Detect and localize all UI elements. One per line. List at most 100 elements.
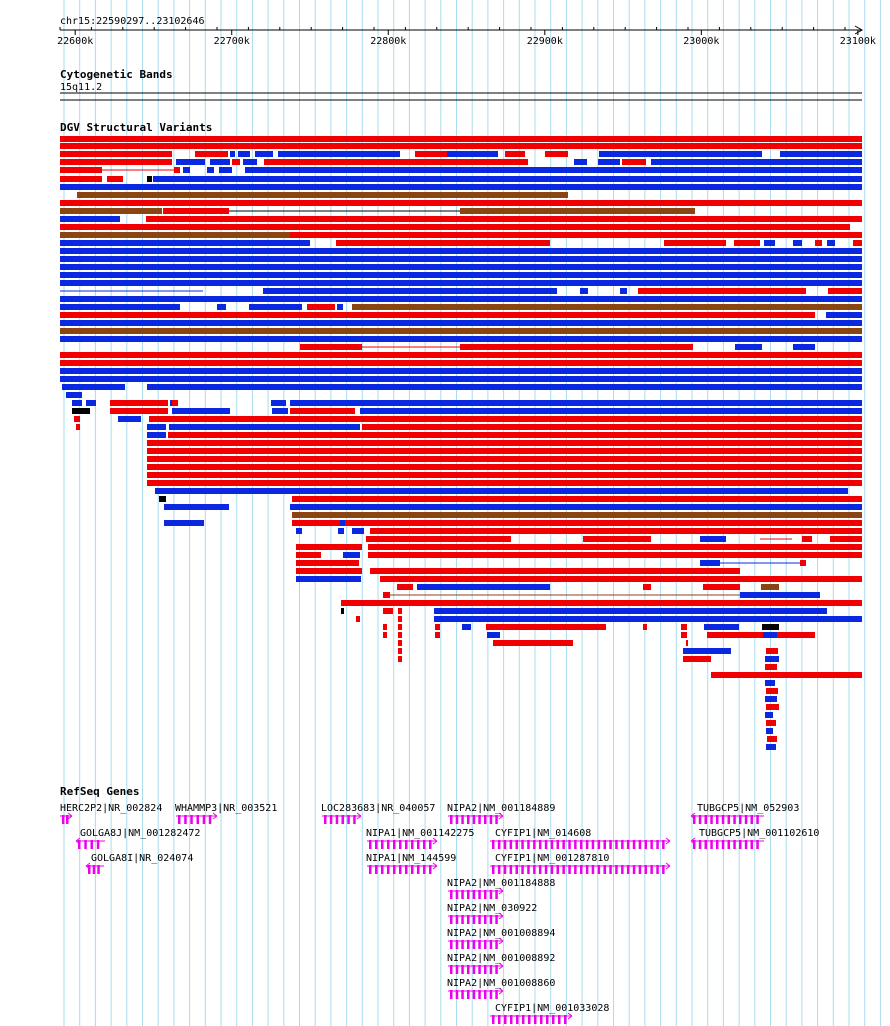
dgv-variant [207,167,214,173]
dgv-variant [272,408,288,414]
gene-exon [552,1015,555,1024]
dgv-variant [60,360,862,366]
dgv-variant [681,632,687,638]
gene-exon [721,815,725,824]
dgv-variant [700,536,726,542]
dgv-variant [352,528,364,534]
gene-exon [341,815,344,824]
gene-exon [503,840,507,849]
dgv-variant [278,151,400,157]
strand-arrow-icon [67,812,73,820]
gene-exon [632,865,636,874]
dgv-variant [383,632,387,638]
dgv-variant [60,136,862,142]
gene-label: TUBGCP5|NM_052903 [697,803,799,814]
gene-exon [489,940,493,949]
gene-exon [739,815,742,824]
dgv-variant [826,312,862,318]
gene-exon [450,890,453,899]
gene-exon [495,990,498,999]
gene-feature: WHAMMP3|NR_003521 [175,803,277,824]
dgv-variant [245,167,862,173]
dgv-variant [60,280,862,286]
gene-exon [467,990,470,999]
gene-exon [489,815,493,824]
dgv-variant [118,416,141,422]
dgv-variant [60,151,172,157]
dgv-variant [383,624,387,630]
gene-exon [739,840,742,849]
dgv-variant [815,240,822,246]
gene-exon [484,915,487,924]
dgv-variant [183,167,190,173]
gene-exon [615,865,618,874]
dgv-variant [292,496,862,502]
dgv-variant [622,159,646,165]
dgv-variant [60,256,862,262]
dgv-variant [343,552,360,558]
dgv-variant [296,568,362,574]
dgv-variant [853,240,862,246]
dgv-variant [195,151,228,157]
ruler-tick-label: 22600k [57,36,93,47]
strand-arrow-icon [498,937,504,945]
gene-label: NIPA2|NM_001184889 [447,803,555,814]
dgv-variant [417,584,550,590]
dgv-variant [290,504,862,510]
dgv-variant [434,608,827,614]
gene-exon [66,815,69,824]
gene-label: HERC2P2|NR_002824 [60,803,162,814]
gene-exon [533,865,536,874]
gene-exon [733,815,736,824]
gene-exon [455,940,459,949]
dgv-variant [762,624,779,630]
dgv-variant [147,464,862,470]
gene-feature: NIPA2|NM_001008894 [447,928,555,949]
dgv-variant [599,151,697,157]
dgv-variant [643,584,651,590]
gene-label: NIPA2|NM_001184888 [447,878,555,889]
gene-exon [591,865,595,874]
dgv-variant [296,528,302,534]
gene-exon [455,965,459,974]
gene-exon [632,840,636,849]
dgv-variant [147,480,862,486]
dgv-variant [76,424,80,430]
gene-exon [411,865,414,874]
gene-exon [455,990,459,999]
strand-arrow-icon [212,812,218,820]
dgv-variant [107,176,123,182]
gene-exon [538,840,542,849]
gene-exon [472,965,476,974]
dgv-variant [164,520,204,526]
strand-arrow-icon [498,962,504,970]
dgv-variant [60,352,862,358]
gene-exon [710,815,713,824]
gene-exon [621,840,624,849]
dgv-variant [686,640,688,646]
dgv-variant [147,384,862,390]
gene-exon [472,815,476,824]
dgv-variant [766,720,776,726]
dgv-variant [60,264,862,270]
dgv-variant [340,520,345,526]
gene-exon [492,865,495,874]
dgv-variant [147,424,166,430]
gene-exon [381,840,384,849]
gene-exon [411,840,414,849]
dgv-variant [620,288,627,294]
dgv-variant [292,512,862,518]
dgv-track-title: DGV Structural Variants [60,121,212,134]
gene-exon [744,840,748,849]
dgv-variant [765,664,777,670]
dgv-variant [164,504,229,510]
gene-exon [716,840,719,849]
dgv-variant [149,416,862,422]
dgv-variant [72,400,82,406]
gene-feature: GOLGA8J|NM_001282472 [75,828,200,849]
gene-exon [693,815,696,824]
gene-exon [558,1015,561,1024]
dgv-variant [296,544,362,550]
gene-exon [347,815,350,824]
gene-exon [533,840,536,849]
